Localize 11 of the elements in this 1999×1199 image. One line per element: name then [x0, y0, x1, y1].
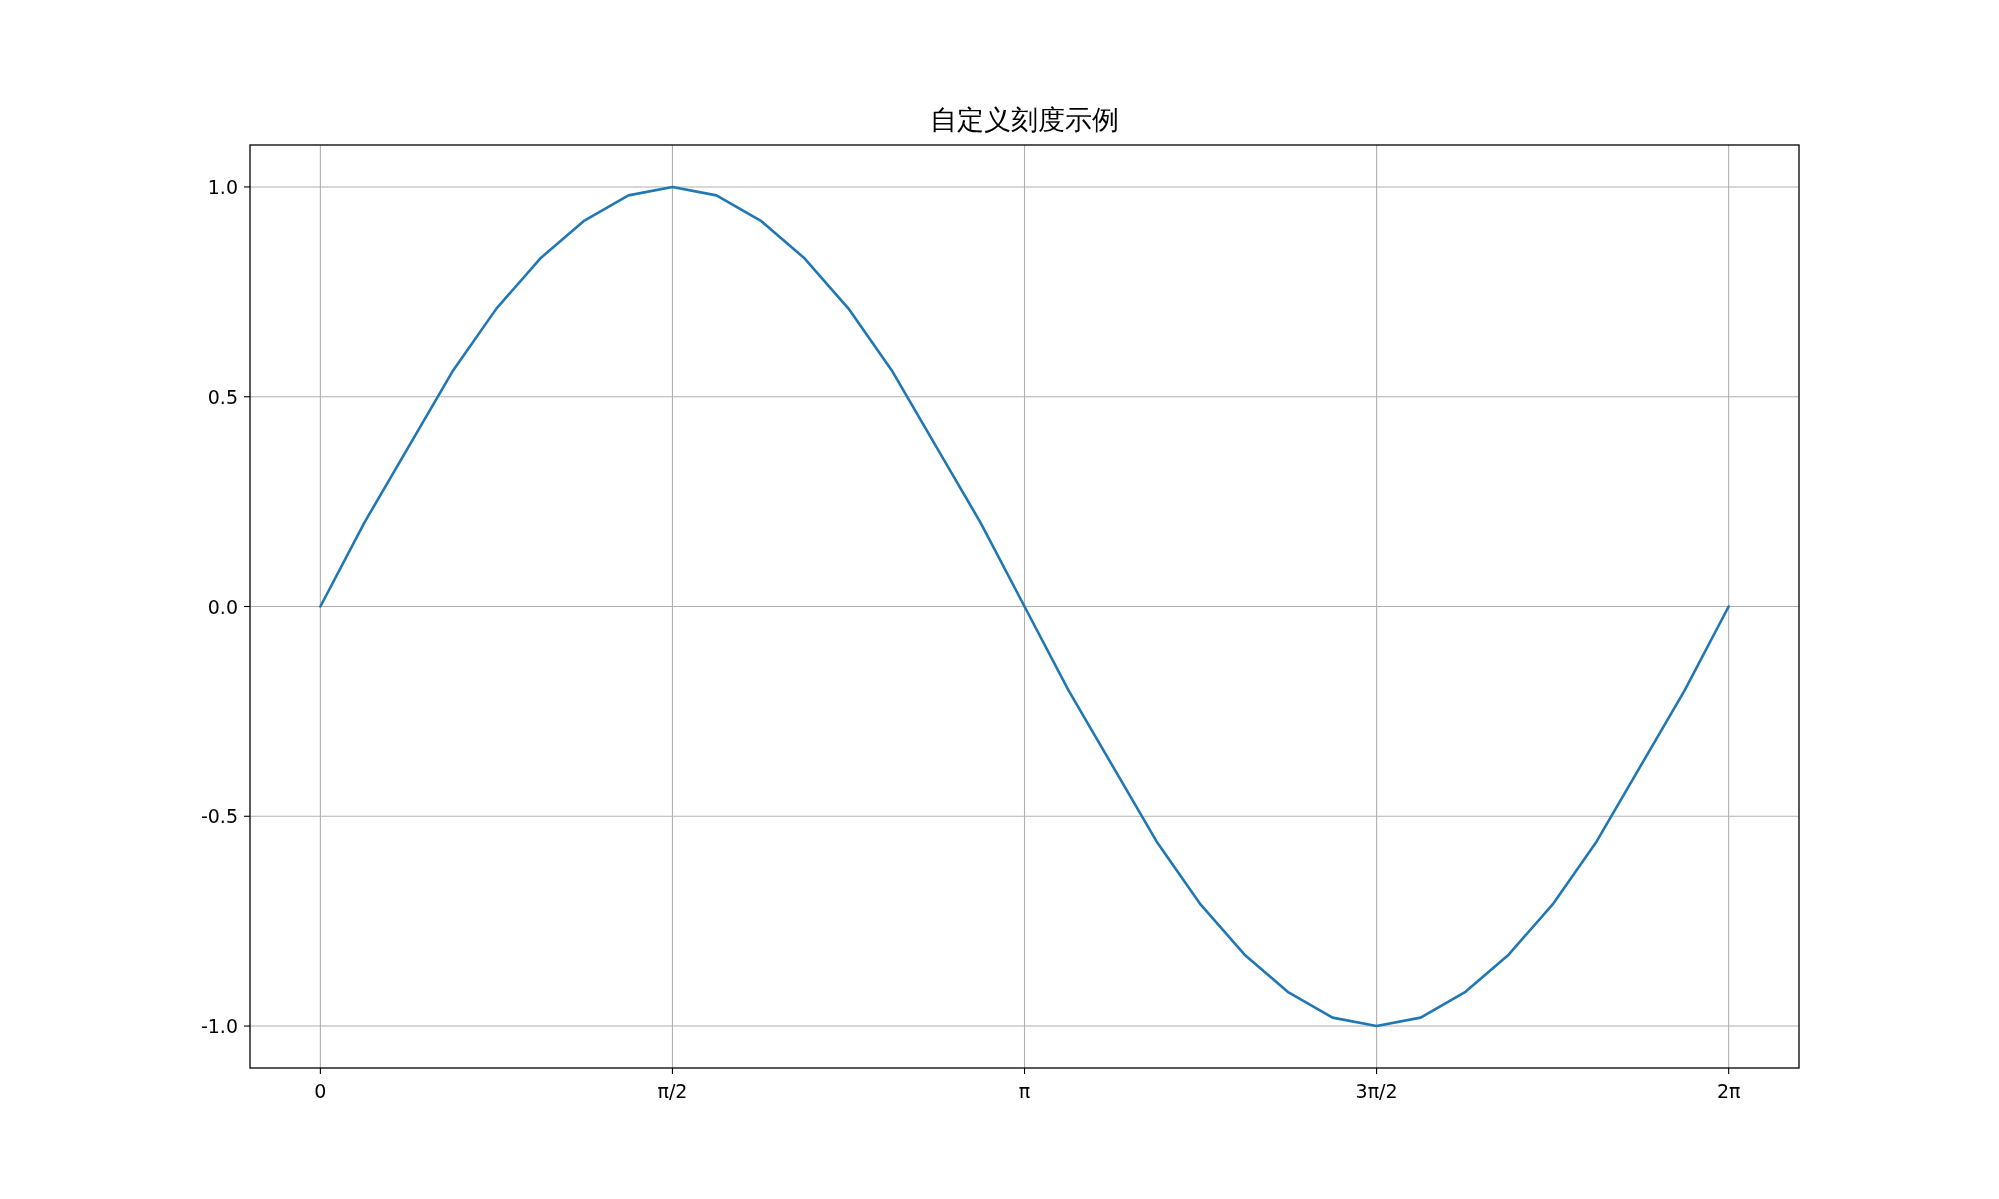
x-tick-label: π/2 [657, 1080, 688, 1102]
y-tick-label: 1.0 [207, 175, 238, 198]
y-tick-label: 0.5 [207, 385, 238, 408]
y-tick-label: -1.0 [200, 1015, 238, 1038]
x-tick-label: 0 [314, 1080, 327, 1102]
x-tick-label: 3π/2 [1355, 1080, 1398, 1102]
x-tick-label: 2π [1716, 1080, 1741, 1102]
chart-title: 自定义刻度示例 [930, 104, 1119, 135]
y-tick-label: 0.0 [207, 595, 238, 618]
x-tick-label: π [1018, 1080, 1031, 1102]
y-tick-label: -0.5 [200, 805, 238, 828]
